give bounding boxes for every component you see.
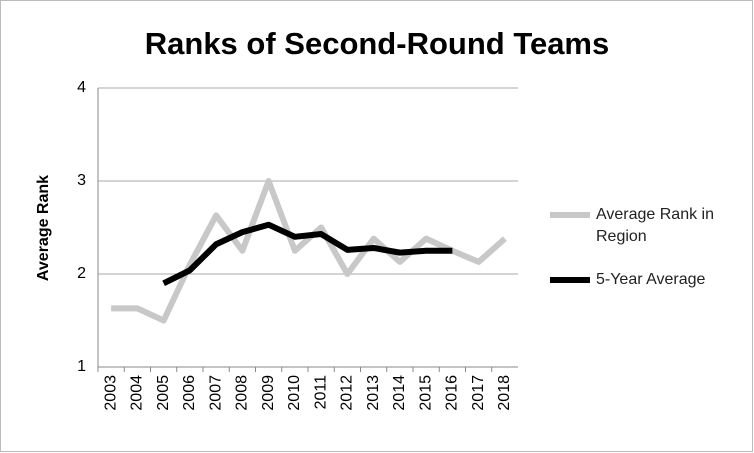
series-line	[162, 221, 453, 286]
x-tick-label: 2016	[444, 375, 461, 411]
x-tick-label: 2017	[470, 375, 487, 411]
x-tick-label: 2008	[234, 375, 251, 411]
x-tick-label: 2003	[102, 375, 119, 411]
x-tick-label: 2007	[207, 375, 224, 411]
y-tick-label: 2	[77, 265, 86, 282]
x-tick-label: 2005	[155, 375, 172, 411]
x-tick-label: 2004	[129, 375, 146, 411]
x-tick-label: 2010	[286, 375, 303, 411]
y-axis-label: Average Rank	[35, 175, 52, 281]
y-tick-label: 4	[77, 79, 86, 96]
x-tick-label: 2009	[260, 375, 277, 411]
x-tick-label: 2014	[391, 375, 408, 411]
x-tick-label: 2015	[417, 375, 434, 411]
x-tick-label: 2018	[496, 375, 513, 411]
x-tick-label: 2011	[312, 375, 329, 410]
x-tick-label: 2013	[365, 375, 382, 411]
legend-label: 5-Year Average	[596, 271, 706, 288]
x-tick-label: 2012	[339, 375, 356, 411]
chart-title: Ranks of Second-Round Teams	[145, 26, 610, 61]
y-tick-label: 1	[77, 358, 86, 375]
x-tick-label: 2006	[181, 375, 198, 411]
y-tick-label: 3	[77, 172, 86, 189]
series-line	[111, 178, 507, 324]
legend-label: Average Rank in Region	[596, 206, 714, 245]
